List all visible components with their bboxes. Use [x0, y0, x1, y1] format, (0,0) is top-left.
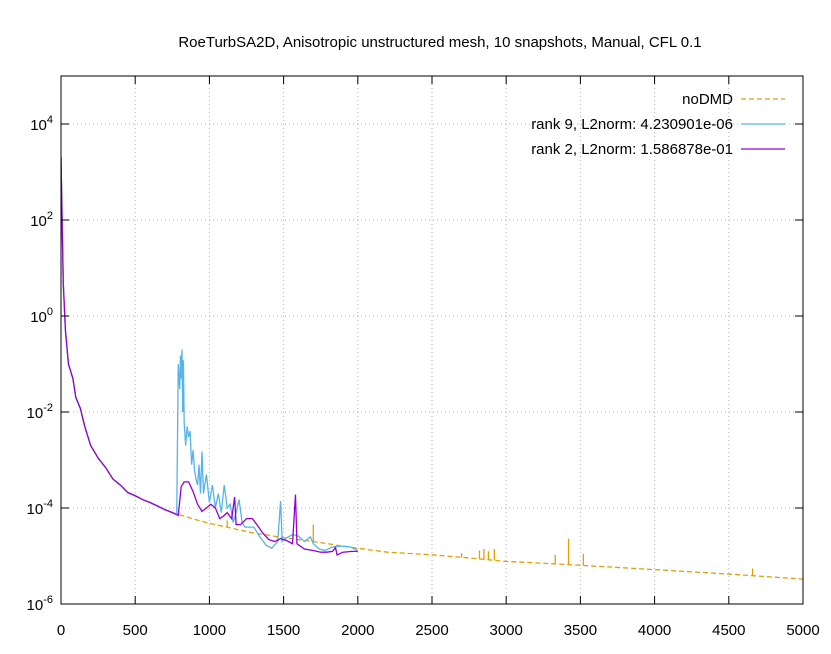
y-tick-base: 10: [30, 213, 47, 230]
x-tick-label: 3500: [564, 622, 597, 639]
x-tick-label: 0: [57, 622, 65, 639]
y-tick-label: 10-6: [27, 594, 53, 614]
x-tick-label: 500: [123, 622, 148, 639]
y-tick-base: 10: [27, 405, 44, 422]
x-tick-label: 1000: [193, 622, 226, 639]
series-layer: [61, 157, 803, 580]
x-tick-label: 2500: [415, 622, 448, 639]
x-tick-label: 3000: [490, 622, 523, 639]
legend: noDMD rank 9, L2norm: 4.230901e-06 rank 2,…: [531, 91, 785, 158]
x-tick-label: 1500: [267, 622, 300, 639]
x-tick-label: 4000: [638, 622, 671, 639]
ticks-layer: 0 500 1000 1500 2000 2500 3000 3500 4000 4500 5000…: [27, 76, 820, 639]
y-tick-base: 10: [27, 501, 44, 518]
y-tick-exponent: -2: [43, 402, 53, 414]
legend-label-2: rank 2, L2norm: 1.586878e-01: [531, 141, 733, 158]
legend-label-1: rank 9, L2norm: 4.230901e-06: [531, 116, 733, 133]
y-tick-exponent: 0: [47, 306, 53, 318]
legend-label-0: noDMD: [682, 91, 733, 108]
y-tick-label: 100: [30, 306, 53, 326]
y-tick-exponent: -6: [43, 594, 53, 606]
y-tick-label: 10-4: [27, 498, 53, 518]
y-tick-base: 10: [27, 597, 44, 614]
y-tick-exponent: 4: [47, 114, 53, 126]
series-line-2: [61, 157, 358, 556]
x-tick-label: 4500: [712, 622, 745, 639]
y-tick-label: 10-2: [27, 402, 53, 422]
y-tick-base: 10: [30, 309, 47, 326]
x-tick-label: 2000: [341, 622, 374, 639]
y-tick-exponent: -4: [43, 498, 53, 510]
x-tick-label: 5000: [786, 622, 819, 639]
y-tick-label: 104: [30, 114, 53, 134]
grid-layer: [61, 76, 803, 604]
y-tick-exponent: 2: [47, 210, 53, 222]
y-tick-label: 102: [30, 210, 53, 230]
chart-title: RoeTurbSA2D, Anisotropic unstructured me…: [178, 34, 701, 51]
y-tick-base: 10: [30, 117, 47, 134]
